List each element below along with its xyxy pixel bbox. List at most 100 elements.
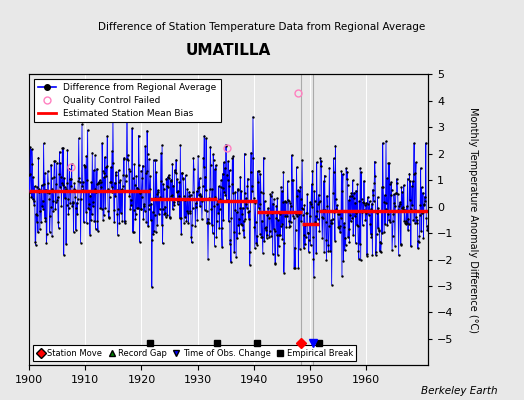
Point xyxy=(199,154,208,161)
Point xyxy=(352,240,360,246)
Point xyxy=(95,178,103,185)
Point xyxy=(138,175,147,181)
Point xyxy=(29,196,37,202)
Point xyxy=(92,188,100,195)
Point xyxy=(278,236,287,242)
Point xyxy=(330,209,339,215)
Point xyxy=(343,182,352,188)
Point xyxy=(263,235,271,241)
Point xyxy=(321,206,329,213)
Point xyxy=(358,222,367,229)
Point xyxy=(255,200,264,207)
Point xyxy=(350,190,358,196)
Point xyxy=(169,182,178,189)
Point xyxy=(334,224,343,231)
Point xyxy=(398,189,407,195)
Point xyxy=(239,218,248,224)
Point xyxy=(268,189,276,195)
Point xyxy=(134,205,143,211)
Point xyxy=(254,168,262,174)
Point xyxy=(246,248,254,255)
Point xyxy=(196,203,204,210)
Point xyxy=(268,210,276,216)
Point xyxy=(414,238,422,244)
Point xyxy=(336,229,344,235)
Point xyxy=(57,203,66,209)
Point xyxy=(131,216,139,222)
Point xyxy=(61,195,69,202)
Point xyxy=(271,260,280,267)
Point xyxy=(213,201,222,208)
Point xyxy=(240,233,248,240)
Point xyxy=(86,217,95,223)
Point xyxy=(379,199,388,205)
Point xyxy=(135,132,143,139)
Point xyxy=(305,237,313,243)
Point xyxy=(340,220,348,226)
Point xyxy=(97,206,106,212)
Point xyxy=(394,207,402,213)
Point xyxy=(362,210,370,217)
Point xyxy=(385,217,393,224)
Point xyxy=(418,184,426,190)
Point xyxy=(78,183,86,189)
Point xyxy=(114,167,123,174)
Point xyxy=(316,163,325,170)
Point xyxy=(57,174,65,180)
Point xyxy=(81,163,90,169)
Point xyxy=(176,215,184,222)
Point xyxy=(95,180,104,186)
Point xyxy=(336,208,345,214)
Point xyxy=(349,232,357,238)
Point xyxy=(139,216,148,222)
Point xyxy=(260,238,268,245)
Point xyxy=(413,217,422,223)
Point xyxy=(104,208,113,214)
Point xyxy=(272,215,280,222)
Point xyxy=(383,175,391,182)
Point xyxy=(230,228,238,235)
Point xyxy=(69,199,77,205)
Point xyxy=(283,178,292,184)
Point xyxy=(421,193,429,200)
Point xyxy=(58,145,67,151)
Point xyxy=(263,211,271,218)
Point xyxy=(365,208,373,214)
Point xyxy=(353,222,361,228)
Point xyxy=(396,201,404,208)
Point xyxy=(307,242,315,249)
Point xyxy=(251,200,259,206)
Point xyxy=(375,227,384,233)
Point xyxy=(207,206,215,212)
Point xyxy=(178,170,186,176)
Point xyxy=(161,204,169,210)
Point xyxy=(391,202,399,209)
Point xyxy=(111,192,119,199)
Point xyxy=(286,222,294,229)
Point xyxy=(41,218,50,224)
Point xyxy=(239,227,247,234)
Point xyxy=(260,198,269,204)
Point xyxy=(330,169,338,176)
Point xyxy=(286,200,294,206)
Point xyxy=(420,201,428,208)
Point xyxy=(393,180,401,186)
Point xyxy=(384,210,392,217)
Point xyxy=(271,260,279,267)
Point xyxy=(95,177,104,184)
Point xyxy=(253,242,261,248)
Point xyxy=(409,178,417,184)
Point xyxy=(378,184,386,190)
Point xyxy=(42,231,51,238)
Point xyxy=(195,175,204,182)
Point xyxy=(225,183,233,189)
Point xyxy=(410,207,419,214)
Point xyxy=(32,211,40,217)
Point xyxy=(43,168,52,174)
Point xyxy=(135,238,144,245)
Point xyxy=(267,193,275,199)
Point xyxy=(242,195,250,202)
Point xyxy=(414,239,423,246)
Point xyxy=(170,199,178,205)
Point xyxy=(223,196,231,203)
